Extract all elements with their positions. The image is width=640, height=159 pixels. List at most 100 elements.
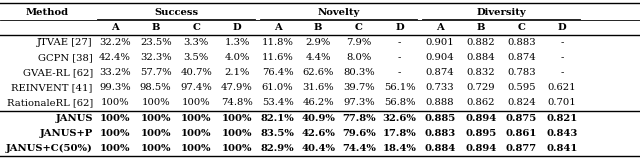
Text: 11.6%: 11.6%	[262, 53, 294, 62]
Text: 100%: 100%	[100, 144, 131, 153]
Text: 0.874: 0.874	[426, 68, 454, 77]
Text: 42.4%: 42.4%	[99, 53, 131, 62]
Text: 0.894: 0.894	[465, 144, 497, 153]
Text: 0.885: 0.885	[424, 114, 456, 123]
Text: 0.783: 0.783	[507, 68, 536, 77]
Text: 0.883: 0.883	[424, 129, 456, 138]
Text: 97.4%: 97.4%	[180, 83, 212, 92]
Text: 100%: 100%	[141, 98, 170, 107]
Text: 74.8%: 74.8%	[221, 98, 253, 107]
Text: 80.3%: 80.3%	[343, 68, 374, 77]
Text: 0.862: 0.862	[467, 98, 495, 107]
Text: 0.832: 0.832	[467, 68, 495, 77]
Text: 100%: 100%	[140, 129, 171, 138]
Text: GCPN [38]: GCPN [38]	[38, 53, 93, 62]
Text: 0.821: 0.821	[547, 114, 578, 123]
Text: 57.7%: 57.7%	[140, 68, 172, 77]
Text: 11.8%: 11.8%	[262, 38, 294, 47]
Text: 32.3%: 32.3%	[140, 53, 172, 62]
Text: 8.0%: 8.0%	[346, 53, 371, 62]
Text: -: -	[561, 38, 564, 47]
Text: 31.6%: 31.6%	[303, 83, 334, 92]
Text: 0.861: 0.861	[506, 129, 537, 138]
Text: 100%: 100%	[100, 98, 129, 107]
Text: 100%: 100%	[221, 144, 252, 153]
Text: 100%: 100%	[181, 114, 212, 123]
Text: 47.9%: 47.9%	[221, 83, 253, 92]
Text: 3.3%: 3.3%	[184, 38, 209, 47]
Text: 40.7%: 40.7%	[180, 68, 212, 77]
Text: 0.733: 0.733	[426, 83, 454, 92]
Text: 62.6%: 62.6%	[303, 68, 334, 77]
Text: 0.877: 0.877	[506, 144, 537, 153]
Text: 76.4%: 76.4%	[262, 68, 293, 77]
Text: C: C	[518, 23, 525, 32]
Text: 4.0%: 4.0%	[224, 53, 250, 62]
Text: 40.4%: 40.4%	[301, 144, 335, 153]
Text: 0.888: 0.888	[426, 98, 454, 107]
Text: -: -	[398, 53, 401, 62]
Text: 3.5%: 3.5%	[184, 53, 209, 62]
Text: Novelty: Novelty	[317, 8, 360, 17]
Text: 23.5%: 23.5%	[140, 38, 172, 47]
Text: JTVAE [27]: JTVAE [27]	[37, 38, 93, 47]
Text: 74.4%: 74.4%	[342, 144, 376, 153]
Text: 4.4%: 4.4%	[305, 53, 331, 62]
Text: A: A	[111, 23, 119, 32]
Text: GVAE-RL [62]: GVAE-RL [62]	[22, 68, 93, 77]
Text: 0.841: 0.841	[547, 144, 578, 153]
Text: 2.9%: 2.9%	[306, 38, 331, 47]
Text: 0.729: 0.729	[467, 83, 495, 92]
Text: 0.701: 0.701	[548, 98, 577, 107]
Text: -: -	[398, 38, 401, 47]
Text: JANUS+C(50%): JANUS+C(50%)	[6, 144, 93, 153]
Text: 7.9%: 7.9%	[346, 38, 371, 47]
Text: 100%: 100%	[182, 98, 211, 107]
Text: C: C	[355, 23, 363, 32]
Text: 0.883: 0.883	[507, 38, 536, 47]
Text: B: B	[314, 23, 323, 32]
Text: 100%: 100%	[100, 129, 131, 138]
Text: 1.3%: 1.3%	[224, 38, 250, 47]
Text: D: D	[233, 23, 241, 32]
Text: -: -	[561, 53, 564, 62]
Text: 100%: 100%	[140, 114, 171, 123]
Text: 100%: 100%	[221, 114, 252, 123]
Text: 82.9%: 82.9%	[260, 144, 294, 153]
Text: 53.4%: 53.4%	[262, 98, 294, 107]
Text: 18.4%: 18.4%	[383, 144, 417, 153]
Text: 0.894: 0.894	[465, 114, 497, 123]
Text: Diversity: Diversity	[476, 8, 526, 17]
Text: B: B	[477, 23, 485, 32]
Text: 100%: 100%	[140, 144, 171, 153]
Text: 40.9%: 40.9%	[301, 114, 335, 123]
Text: 0.884: 0.884	[467, 53, 495, 62]
Text: Success: Success	[154, 8, 198, 17]
Text: 0.884: 0.884	[424, 144, 456, 153]
Text: JANUS: JANUS	[55, 114, 93, 123]
Text: 100%: 100%	[221, 129, 252, 138]
Text: C: C	[193, 23, 200, 32]
Text: 0.882: 0.882	[467, 38, 495, 47]
Text: 82.1%: 82.1%	[260, 114, 294, 123]
Text: 0.621: 0.621	[548, 83, 577, 92]
Text: 0.824: 0.824	[507, 98, 536, 107]
Text: 61.0%: 61.0%	[262, 83, 293, 92]
Text: 56.8%: 56.8%	[384, 98, 415, 107]
Text: D: D	[396, 23, 404, 32]
Text: 0.874: 0.874	[507, 53, 536, 62]
Text: A: A	[436, 23, 444, 32]
Text: 2.1%: 2.1%	[224, 68, 250, 77]
Text: A: A	[274, 23, 282, 32]
Text: 0.895: 0.895	[465, 129, 497, 138]
Text: 0.595: 0.595	[507, 83, 536, 92]
Text: 46.2%: 46.2%	[303, 98, 334, 107]
Text: 98.5%: 98.5%	[140, 83, 172, 92]
Text: 0.843: 0.843	[547, 129, 578, 138]
Text: 0.875: 0.875	[506, 114, 537, 123]
Text: 42.6%: 42.6%	[301, 129, 335, 138]
Text: 32.6%: 32.6%	[383, 114, 417, 123]
Text: 97.3%: 97.3%	[343, 98, 374, 107]
Text: 99.3%: 99.3%	[99, 83, 131, 92]
Text: 39.7%: 39.7%	[343, 83, 374, 92]
